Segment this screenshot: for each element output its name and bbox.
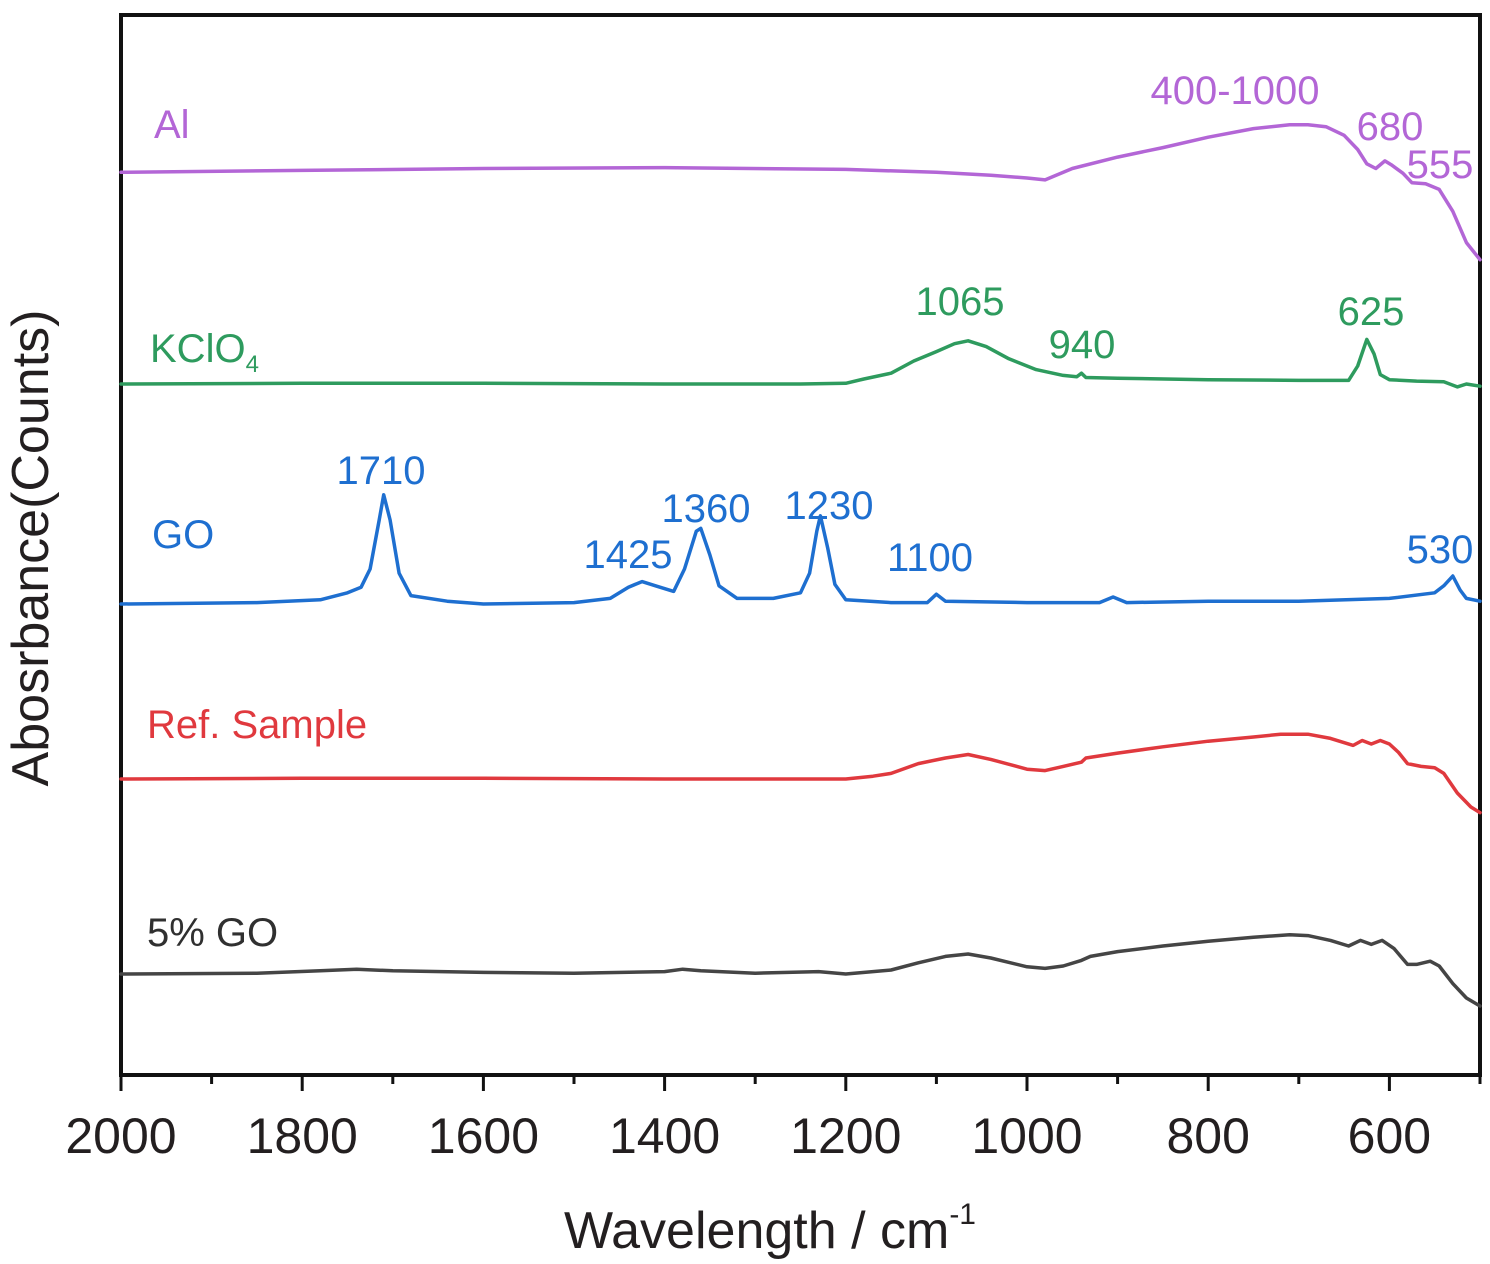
x-tick-label: 600 — [1348, 1108, 1431, 1164]
peak-label-530: 530 — [1407, 528, 1474, 572]
plot-frame — [119, 13, 1482, 1077]
x-axis-title: Wavelength / cm-1 — [564, 1198, 976, 1260]
x-tick-label: 1800 — [247, 1108, 358, 1164]
peak-label-940: 940 — [1049, 323, 1116, 367]
peak-label-400-1000: 400-1000 — [1150, 69, 1319, 113]
series-line-go — [119, 493, 1482, 606]
series-label-al: Al — [154, 103, 190, 147]
peak-label-1710: 1710 — [337, 449, 426, 493]
series-label-5pct-go: 5% GO — [147, 911, 278, 955]
series-line-go5 — [119, 933, 1482, 1008]
x-axis-tick-labels: 2000 1800 1600 1400 1200 1000 800 600 — [65, 1108, 1431, 1164]
peak-label-625: 625 — [1338, 290, 1405, 334]
peak-label-1360: 1360 — [662, 487, 751, 531]
peak-label-1100: 1100 — [887, 536, 973, 580]
series-line-kclo4 — [119, 337, 1482, 389]
peak-label-1230: 1230 — [785, 484, 874, 528]
peak-label-1425: 1425 — [584, 533, 673, 577]
x-tick-label: 1400 — [609, 1108, 720, 1164]
series-label-kclo4: KClO4 — [150, 327, 259, 378]
peak-label-1065: 1065 — [916, 280, 1005, 324]
peak-label-555: 555 — [1407, 143, 1474, 187]
peak-label-680: 680 — [1357, 105, 1424, 149]
x-tick-label: 1600 — [428, 1108, 539, 1164]
x-axis-ticks — [119, 1075, 1482, 1091]
x-tick-label: 1000 — [971, 1108, 1082, 1164]
x-tick-label: 2000 — [65, 1108, 176, 1164]
series-line-ref — [119, 732, 1482, 815]
series-line-al — [119, 123, 1482, 262]
series-label-go: GO — [152, 513, 214, 557]
series-label-ref-sample: Ref. Sample — [147, 703, 367, 747]
x-tick-label: 1200 — [790, 1108, 901, 1164]
series-lines — [119, 123, 1482, 1008]
y-axis-title: Abosrbance(Counts) — [2, 310, 60, 787]
x-tick-label: 800 — [1166, 1108, 1249, 1164]
